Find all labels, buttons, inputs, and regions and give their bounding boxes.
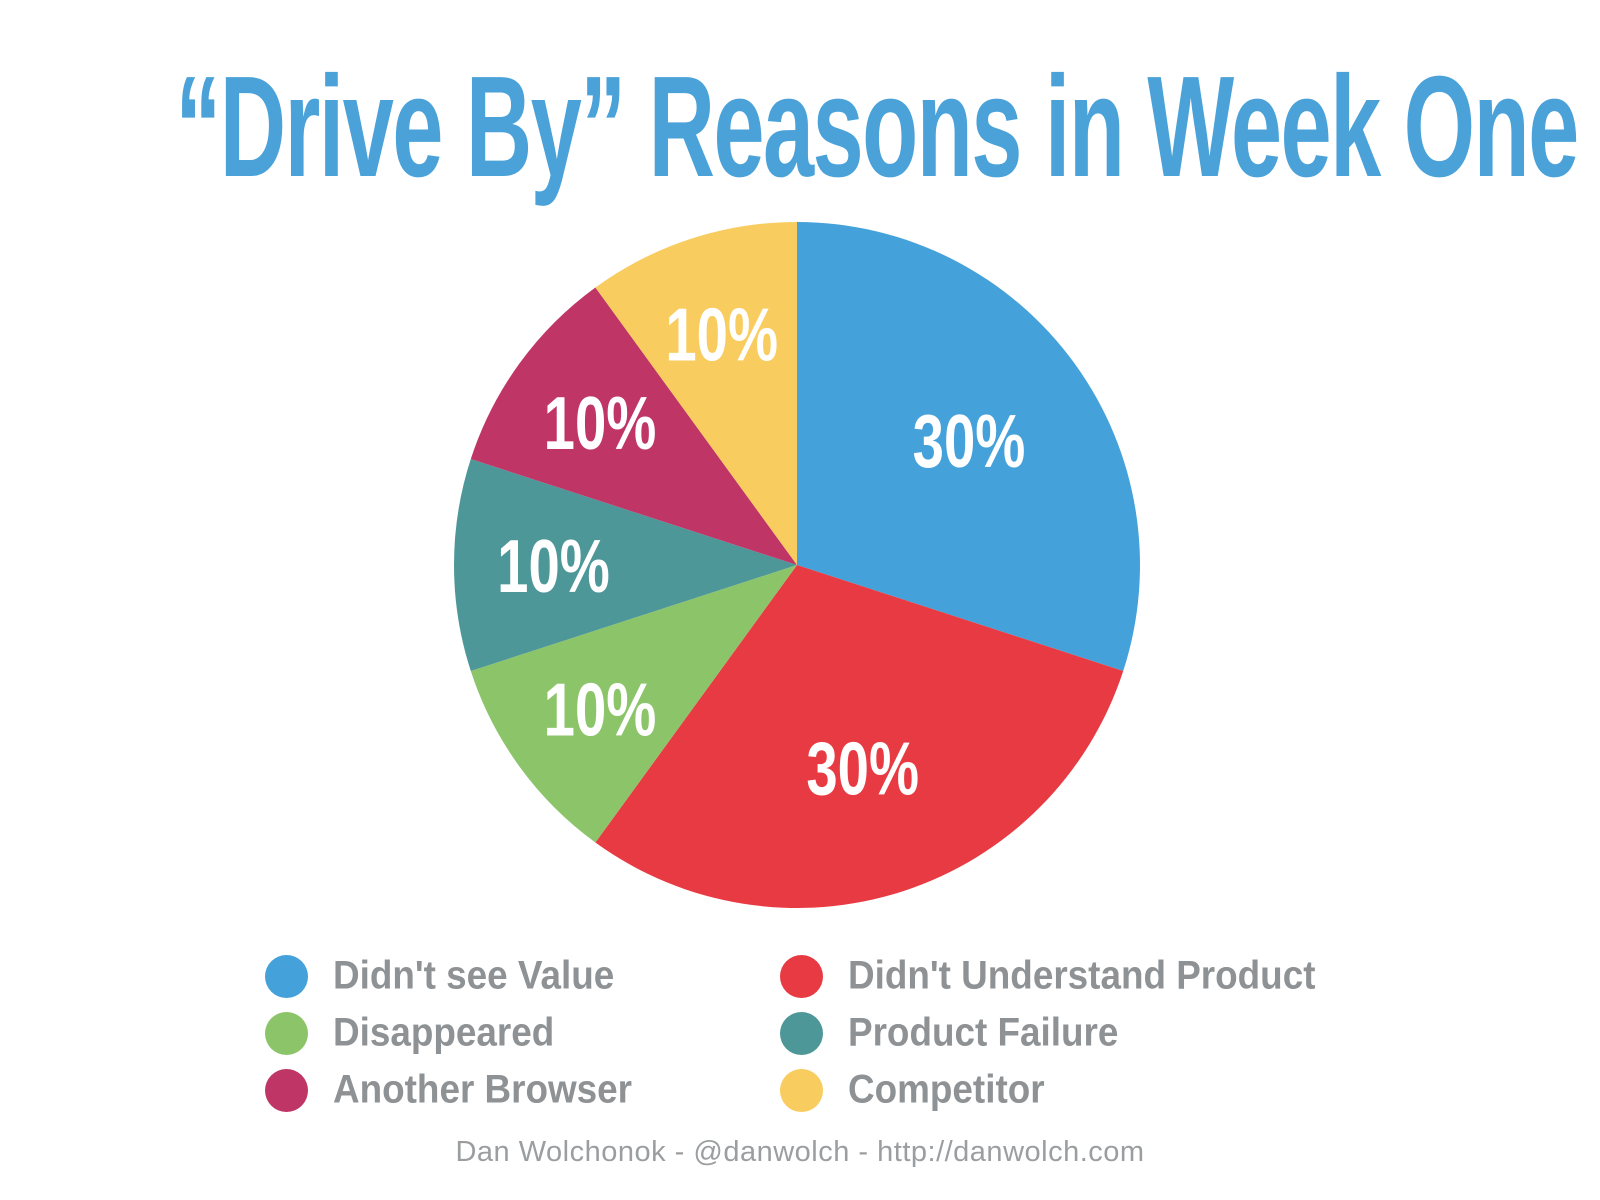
legend-column-2: Didn't Understand Product Product Failure… (780, 948, 1330, 1119)
pie-chart: 30% 30% 10% 10% 10% 10% (452, 220, 1142, 910)
pie-chart-svg: 30%30%10%10%10%10% (454, 222, 1140, 908)
pie-slice-didn-t-see-value (797, 222, 1140, 671)
page-title-text: “Drive By” Reasons in Week One (175, 47, 1579, 208)
page-title: “Drive By” Reasons in Week One (0, 55, 1600, 199)
legend-item-another-browser: Another Browser (265, 1062, 641, 1119)
pie-slice-value-label-didn-t-see-value: 30% (913, 400, 1026, 484)
legend-label: Product Failure (848, 1010, 1119, 1056)
pie-slice-value-label-didn-t-understand-product: 30% (806, 728, 919, 812)
pie-slice-value-label-another-browser: 10% (544, 382, 657, 466)
pie-slice-disappeared (470, 565, 797, 843)
pie-slice-competitor (595, 222, 797, 565)
legend-item-disappeared: Disappeared (265, 1005, 641, 1062)
legend-color-dot-didn-t-understand-product (780, 955, 823, 998)
legend-color-dot-disappeared (265, 1012, 308, 1055)
legend-label: Disappeared (333, 1010, 555, 1056)
pie-slice-value-label-disappeared: 10% (544, 668, 657, 752)
legend-color-dot-product-failure (780, 1012, 823, 1055)
pie-slice-value-label-product-failure: 10% (497, 525, 610, 609)
footer-credit: Dan Wolchonok - @danwolch - http://danwo… (455, 1136, 1145, 1168)
pie-slice-didn-t-understand-product (595, 565, 1124, 908)
legend-color-dot-competitor (780, 1069, 823, 1112)
legend-label: Didn't see Value (333, 953, 615, 999)
pie-slice-product-failure (454, 459, 797, 671)
legend-label: Competitor (848, 1067, 1045, 1113)
legend-item-competitor: Competitor (780, 1062, 1330, 1119)
pie-slice-value-label-competitor: 10% (665, 294, 778, 378)
legend-column-1: Didn't see Value Disappeared Another Brows… (265, 948, 641, 1119)
legend-label: Another Browser (333, 1067, 633, 1113)
legend-item-product-failure: Product Failure (780, 1005, 1330, 1062)
legend-color-dot-didn-t-see-value (265, 955, 308, 998)
legend-item-didn-t-understand-product: Didn't Understand Product (780, 948, 1330, 1005)
legend-item-didn-t-see-value: Didn't see Value (265, 948, 641, 1005)
legend-color-dot-another-browser (265, 1069, 308, 1112)
legend-label: Didn't Understand Product (848, 953, 1316, 999)
pie-slice-another-browser (470, 287, 797, 565)
